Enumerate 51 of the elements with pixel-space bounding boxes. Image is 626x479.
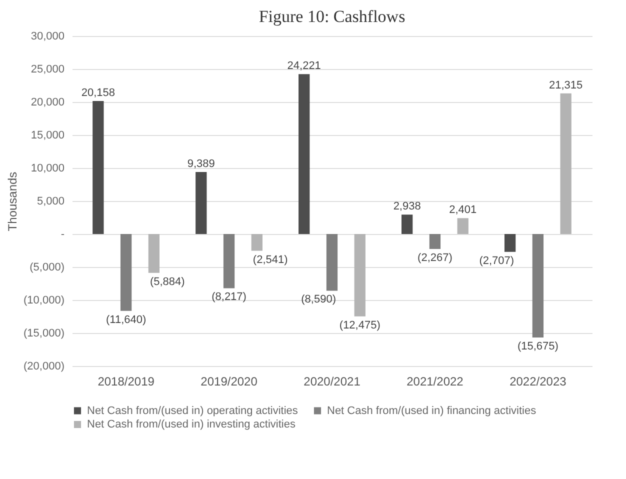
legend-label: Net Cash from/(used in) financing activities — [327, 404, 537, 417]
bar — [251, 234, 262, 251]
bar — [560, 93, 572, 234]
data-label: (11,640) — [106, 314, 146, 326]
x-tick-label: 2022/2023 — [510, 374, 567, 388]
bar — [298, 74, 310, 234]
y-tick-label: (10,000) — [24, 294, 64, 306]
x-tick-label: 2018/2019 — [98, 374, 155, 388]
data-label: 21,315 — [549, 79, 583, 92]
x-tick-label: 2021/2022 — [406, 374, 464, 388]
x-tick-label: 2019/2020 — [200, 374, 258, 388]
y-tick-label: 20,000 — [30, 96, 64, 108]
data-label: 2,401 — [449, 204, 477, 216]
legend-label: Net Cash from/(used in) operating activities — [87, 404, 298, 417]
chart-title: Figure 10: Cashflows — [258, 7, 406, 26]
data-label: (15,675) — [517, 340, 558, 352]
y-tick-label: (20,000) — [24, 360, 64, 372]
y-tick-label: - — [60, 228, 65, 240]
bar — [402, 214, 413, 234]
bar — [429, 234, 441, 249]
bar — [326, 234, 338, 291]
bar — [223, 234, 235, 288]
y-tick-label: (5,000) — [30, 262, 64, 274]
y-tick-label: (15,000) — [24, 328, 64, 340]
bar — [354, 234, 366, 316]
bar — [196, 172, 207, 234]
bar — [457, 218, 468, 234]
data-label: 9,389 — [187, 158, 215, 170]
y-tick-label: 5,000 — [36, 196, 64, 208]
data-label: (2,267) — [418, 252, 452, 264]
legend-label: Net Cash from/(used in) investing activities — [87, 418, 296, 430]
x-tick-label: 2020/2021 — [304, 374, 361, 388]
data-label: (8,590) — [301, 294, 336, 306]
data-label: 2,938 — [393, 200, 421, 213]
bar — [148, 234, 160, 273]
y-tick-label: 10,000 — [30, 162, 64, 174]
data-label: (12,475) — [339, 319, 380, 332]
data-label: (2,707) — [479, 254, 514, 267]
bar — [532, 234, 544, 338]
data-label: 24,221 — [287, 60, 321, 72]
bar — [504, 234, 516, 252]
data-label: 20,158 — [81, 86, 115, 99]
y-tick-label: 15,000 — [30, 130, 64, 142]
data-label: (5,884) — [150, 276, 185, 288]
y-tick-label: 25,000 — [30, 64, 64, 76]
bar — [120, 234, 132, 311]
y-axis-title: Thousands — [6, 172, 20, 232]
bar — [92, 100, 104, 234]
y-tick-label: 30,000 — [30, 30, 64, 42]
data-label: (8,217) — [212, 291, 246, 304]
data-label: (2,541) — [252, 254, 288, 266]
